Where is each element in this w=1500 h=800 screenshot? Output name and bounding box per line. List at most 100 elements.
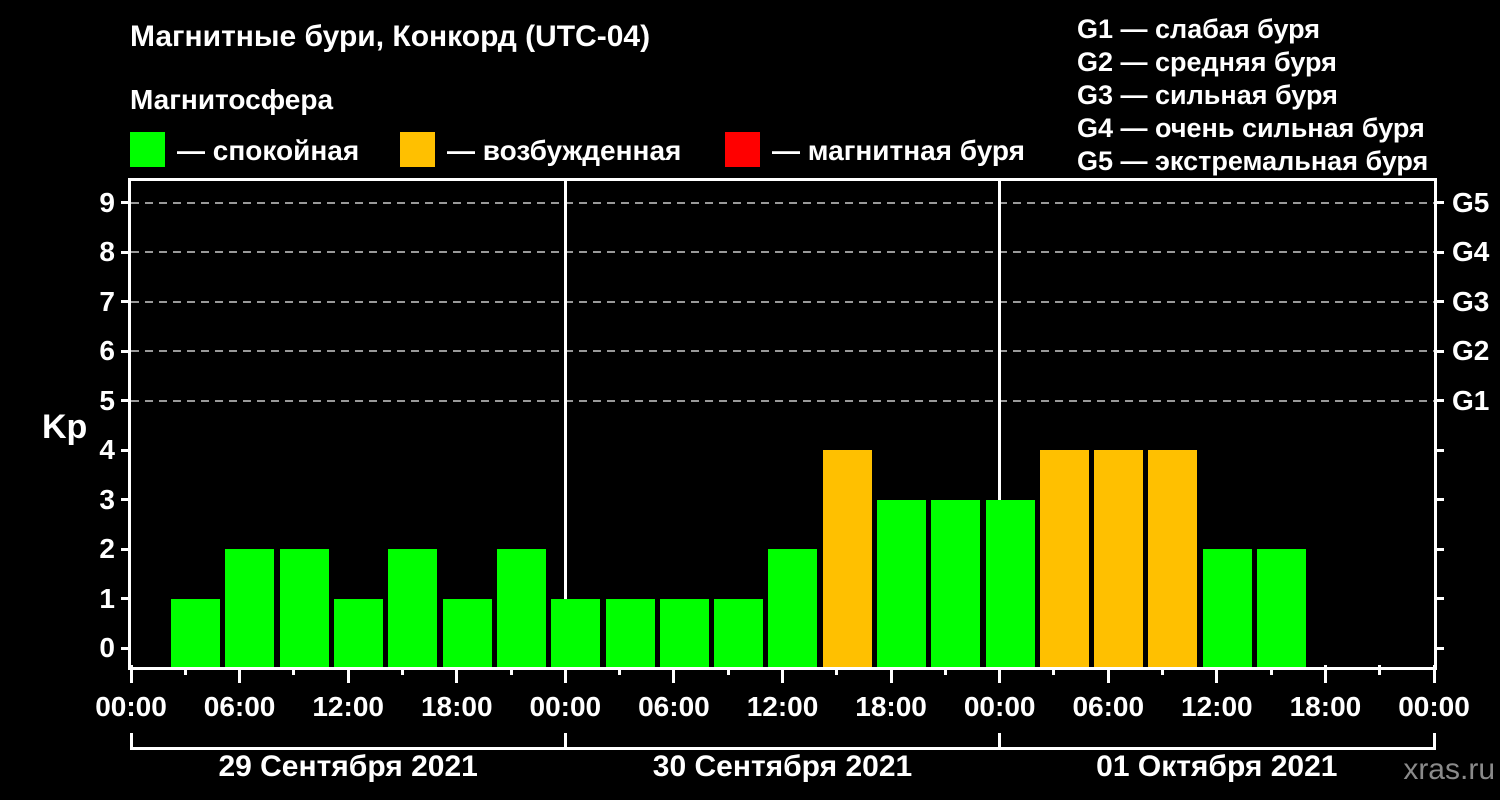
y-tick-label: 4 [99,434,115,465]
x-axis-major-tick [238,665,242,683]
kp-bar [279,549,329,667]
kp-bar [822,450,872,667]
right-axis-tick [1434,597,1444,600]
g-level-label-g3: G3 [1452,285,1490,317]
storm-scale-g5: G5 — экстремальная буря [1077,146,1429,176]
kp-bar [442,598,492,667]
legend-label-storm: — магнитная буря [772,135,1025,166]
y-axis-tick [121,448,131,452]
x-axis-major-tick [781,665,784,683]
x-axis-minor-tick [400,665,404,675]
y-axis-tick [121,597,131,600]
x-tick-label: 06:00 [203,691,276,722]
y-tick-label: 2 [99,533,115,564]
grid-line-kp6 [131,350,1434,352]
x-axis-minor-tick [292,665,296,675]
x-axis-minor-tick [726,665,730,675]
x-axis-minor-tick [1378,665,1382,675]
kp-bar [985,499,1035,667]
kp-bar [605,598,655,667]
x-axis-major-tick [998,665,1002,683]
day-separator-line [563,181,567,667]
g-level-label-g1: G1 [1452,384,1490,416]
storm-scale-g3: G3 — сильная буря [1077,80,1338,110]
x-axis-major-tick [129,665,133,683]
kp-bar [768,549,818,667]
y-axis-tick [121,498,131,501]
right-axis-tick [1434,498,1444,501]
x-axis-major-tick [672,665,676,683]
kp-bar [171,598,221,667]
right-axis-tick [1434,201,1444,204]
y-tick-label: 0 [99,632,115,663]
y-tick-label: 3 [99,483,115,515]
kp-bar [1039,450,1089,667]
x-axis-major-tick [1215,665,1219,683]
right-axis-tick [1434,547,1444,551]
x-tick-label: 06:00 [1072,691,1145,722]
kp-bar [876,499,926,667]
right-axis-tick [1434,646,1444,650]
storm-color-swatch [725,132,760,167]
x-axis-major-tick [455,665,459,683]
y-axis-tick [121,250,131,254]
y-axis-tick [121,300,131,303]
x-tick-label: 18:00 [1289,691,1362,722]
kp-bar [931,499,981,667]
x-axis-minor-tick [1161,665,1165,675]
y-axis-title: Kp [42,408,88,446]
kp-bar [659,598,709,667]
quiet-color-swatch [130,132,165,167]
right-axis-tick [1434,399,1444,402]
day-bracket-tick [998,733,1002,750]
x-axis-minor-tick [509,665,513,675]
right-axis-tick [1434,349,1444,353]
x-axis-minor-tick [618,665,622,675]
kp-bar [334,598,384,667]
g-level-label-g2: G2 [1452,335,1490,366]
storm-scale-g4: G4 — очень сильная буря [1077,113,1425,143]
kp-bar-chart-plot-area [128,178,1437,670]
kp-bar [1257,549,1307,667]
grid-line-kp9 [131,201,1434,204]
g-level-label-g5: G5 [1452,186,1490,218]
chart-title: Магнитные бури, Конкорд (UTC-04) [130,20,651,53]
x-axis-minor-tick [835,665,839,675]
y-tick-label: 8 [99,236,115,267]
right-axis-tick [1434,250,1444,254]
right-axis-tick [1434,448,1444,452]
x-axis-minor-tick [1052,665,1056,675]
right-axis-tick [1434,300,1444,303]
x-axis-major-tick [1432,665,1436,683]
day-bracket-tick [563,733,567,750]
grid-line-kp7 [131,300,1434,303]
y-axis-tick [121,547,131,551]
x-tick-label: 06:00 [638,691,710,722]
x-tick-label: 12:00 [746,691,819,722]
y-tick-label: 1 [99,582,115,614]
y-axis-tick [121,349,131,353]
kp-bar [714,598,764,667]
kp-bar [496,549,546,667]
y-axis-tick [121,646,131,650]
grid-line-kp8 [131,251,1434,253]
x-tick-label: 12:00 [1181,691,1253,722]
storm-scale-g2: G2 — средняя буря [1077,47,1337,77]
x-axis-major-tick [563,665,567,683]
x-axis-major-tick [1106,665,1110,683]
legend-label-excited: — возбужденная [447,135,682,166]
day-bracket-tick [1432,733,1436,750]
x-tick-label: 00:00 [95,691,167,722]
date-label-day1: 29 Сентября 2021 [218,750,478,783]
x-axis-minor-tick [1269,665,1273,675]
excited-color-swatch [400,132,435,167]
kp-bar [1148,450,1198,667]
x-tick-label: 12:00 [312,691,384,722]
x-tick-label: 18:00 [420,691,493,722]
y-axis-tick [121,399,131,402]
site-watermark: xras.ru [1403,753,1495,786]
y-tick-label: 5 [99,384,115,416]
y-tick-label: 7 [99,285,115,317]
x-tick-label: 18:00 [855,691,927,722]
